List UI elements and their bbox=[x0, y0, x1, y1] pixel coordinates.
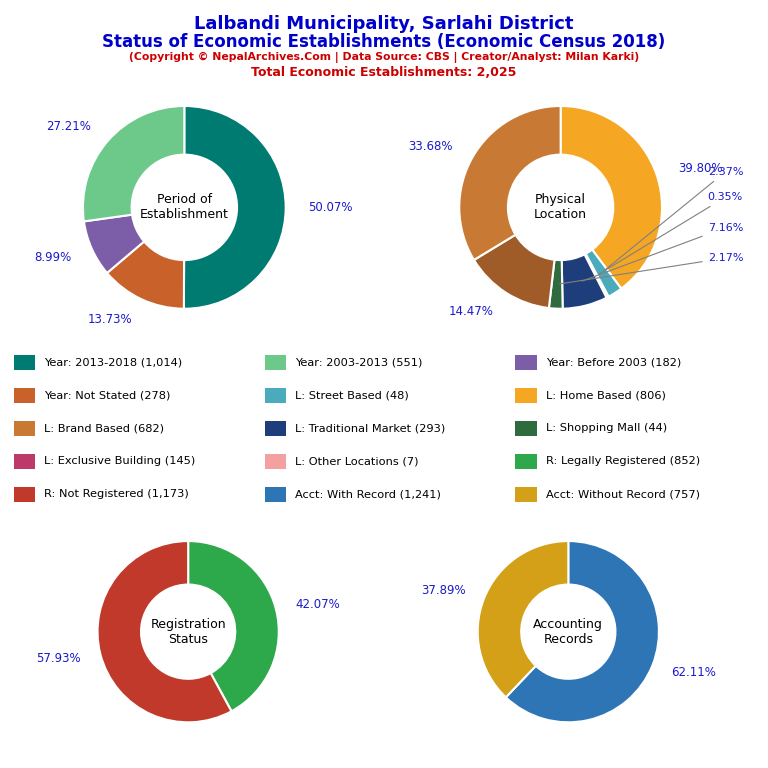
Wedge shape bbox=[549, 260, 563, 309]
Text: 7.16%: 7.16% bbox=[582, 223, 743, 281]
Text: 33.68%: 33.68% bbox=[409, 141, 453, 153]
Text: Physical
Location: Physical Location bbox=[534, 194, 588, 221]
Text: Registration
Status: Registration Status bbox=[151, 617, 226, 646]
Text: 0.35%: 0.35% bbox=[599, 192, 743, 274]
Bar bbox=[14, 388, 35, 402]
Bar bbox=[14, 487, 35, 502]
Text: R: Legally Registered (852): R: Legally Registered (852) bbox=[545, 456, 700, 466]
Text: Period of
Establishment: Period of Establishment bbox=[140, 194, 229, 221]
Bar bbox=[14, 454, 35, 468]
Text: 14.47%: 14.47% bbox=[449, 305, 494, 318]
Text: 2.37%: 2.37% bbox=[604, 167, 743, 270]
Text: Status of Economic Establishments (Economic Census 2018): Status of Economic Establishments (Econo… bbox=[102, 33, 666, 51]
Wedge shape bbox=[474, 235, 554, 308]
Bar bbox=[265, 487, 286, 502]
Text: L: Street Based (48): L: Street Based (48) bbox=[295, 390, 409, 400]
Wedge shape bbox=[478, 541, 568, 697]
Bar bbox=[14, 355, 35, 369]
Text: Accounting
Records: Accounting Records bbox=[534, 617, 603, 646]
Text: Total Economic Establishments: 2,025: Total Economic Establishments: 2,025 bbox=[251, 66, 517, 79]
Text: 8.99%: 8.99% bbox=[35, 251, 71, 264]
Text: L: Traditional Market (293): L: Traditional Market (293) bbox=[295, 423, 445, 433]
Bar bbox=[265, 454, 286, 468]
Wedge shape bbox=[561, 254, 607, 309]
Wedge shape bbox=[98, 541, 231, 722]
Text: L: Shopping Mall (44): L: Shopping Mall (44) bbox=[545, 423, 667, 433]
Text: 37.89%: 37.89% bbox=[421, 584, 465, 598]
Text: Year: Before 2003 (182): Year: Before 2003 (182) bbox=[545, 357, 680, 367]
Text: L: Brand Based (682): L: Brand Based (682) bbox=[44, 423, 164, 433]
Text: 13.73%: 13.73% bbox=[88, 313, 132, 326]
Text: 62.11%: 62.11% bbox=[671, 666, 716, 679]
Text: R: Not Registered (1,173): R: Not Registered (1,173) bbox=[44, 489, 189, 499]
Text: L: Other Locations (7): L: Other Locations (7) bbox=[295, 456, 419, 466]
Text: Year: 2013-2018 (1,014): Year: 2013-2018 (1,014) bbox=[44, 357, 182, 367]
Bar bbox=[515, 487, 537, 502]
Wedge shape bbox=[184, 106, 286, 309]
Bar bbox=[515, 388, 537, 402]
Bar bbox=[265, 421, 286, 435]
Wedge shape bbox=[561, 106, 662, 289]
Text: Year: 2003-2013 (551): Year: 2003-2013 (551) bbox=[295, 357, 422, 367]
Text: 39.80%: 39.80% bbox=[678, 162, 723, 175]
Text: 50.07%: 50.07% bbox=[308, 201, 353, 214]
Text: Acct: Without Record (757): Acct: Without Record (757) bbox=[545, 489, 700, 499]
Text: Acct: With Record (1,241): Acct: With Record (1,241) bbox=[295, 489, 441, 499]
Wedge shape bbox=[107, 241, 184, 309]
Bar bbox=[265, 355, 286, 369]
Wedge shape bbox=[84, 215, 144, 273]
Wedge shape bbox=[459, 106, 561, 260]
Text: (Copyright © NepalArchives.Com | Data Source: CBS | Creator/Analyst: Milan Karki: (Copyright © NepalArchives.Com | Data So… bbox=[129, 52, 639, 63]
Text: 27.21%: 27.21% bbox=[46, 120, 91, 133]
Bar bbox=[265, 388, 286, 402]
Bar bbox=[515, 421, 537, 435]
Text: 57.93%: 57.93% bbox=[36, 653, 81, 665]
Wedge shape bbox=[188, 541, 279, 711]
Bar bbox=[515, 454, 537, 468]
Text: 2.17%: 2.17% bbox=[560, 253, 743, 284]
Wedge shape bbox=[585, 250, 621, 296]
Text: 42.07%: 42.07% bbox=[296, 598, 340, 611]
Text: L: Home Based (806): L: Home Based (806) bbox=[545, 390, 665, 400]
Bar bbox=[14, 421, 35, 435]
Wedge shape bbox=[584, 253, 608, 298]
Text: Lalbandi Municipality, Sarlahi District: Lalbandi Municipality, Sarlahi District bbox=[194, 15, 574, 33]
Bar bbox=[515, 355, 537, 369]
Text: Year: Not Stated (278): Year: Not Stated (278) bbox=[44, 390, 170, 400]
Wedge shape bbox=[506, 541, 659, 722]
Wedge shape bbox=[83, 106, 184, 221]
Text: L: Exclusive Building (145): L: Exclusive Building (145) bbox=[44, 456, 195, 466]
